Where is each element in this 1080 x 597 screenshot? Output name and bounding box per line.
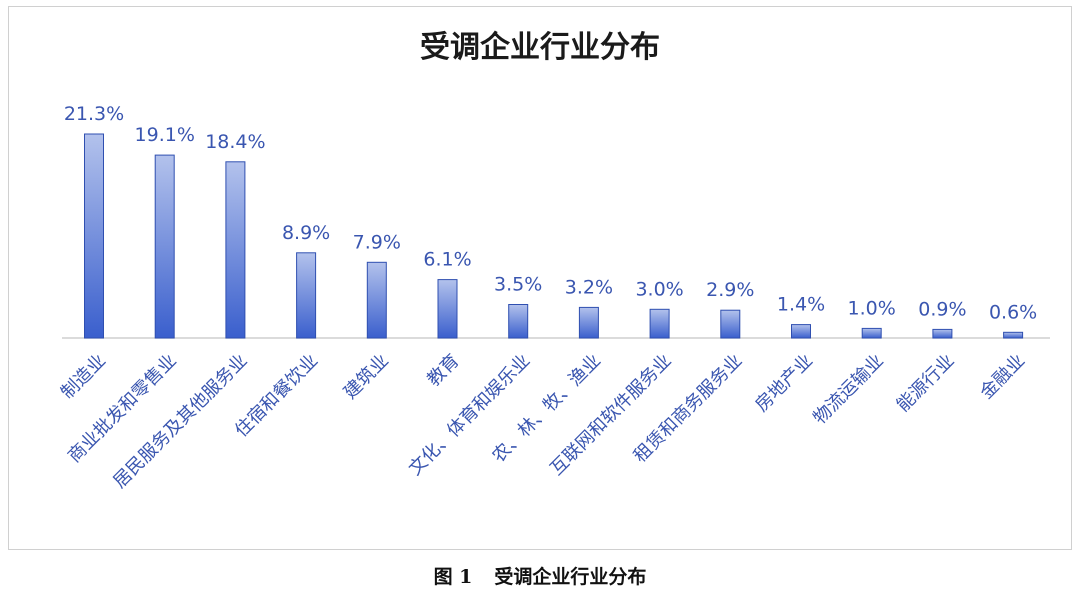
value-label-0: 21.3% [64,103,124,125]
figure-number: 图 1 [433,566,473,588]
bar-chart: 21.3% 19.1% 18.4% 8.9% 7.9% 6.1% 3.5% 3.2% 3.0% 2… [57,103,1050,492]
value-label-4: 7.9% [353,231,401,253]
bar-2 [225,161,246,339]
value-label-9: 2.9% [706,279,754,301]
value-label-3: 8.9% [282,222,330,244]
bar-9 [720,309,741,339]
bar-1 [154,154,175,339]
bar-4 [366,261,387,339]
value-label-1: 19.1% [135,124,195,146]
value-label-6: 3.5% [494,274,542,296]
value-label-10: 1.4% [777,294,825,316]
bar-13 [1003,331,1024,339]
bar-0 [84,133,104,339]
bar-8 [649,308,670,339]
value-label-12: 0.9% [918,298,966,320]
bar-7 [578,306,599,339]
bars-group [84,133,1024,339]
value-label-8: 3.0% [635,278,683,300]
category-label-13: 金融业 [976,350,1029,403]
category-label-10: 房地产业 [751,350,817,416]
bar-3 [296,252,317,339]
value-label-7: 3.2% [565,276,613,298]
value-labels-group: 21.3% 19.1% 18.4% 8.9% 7.9% 6.1% 3.5% 3.2% 3.0% 2… [64,103,1037,323]
value-label-11: 1.0% [848,297,896,319]
value-label-2: 18.4% [205,131,265,153]
figure-caption-text: 受调企业行业分布 [494,566,647,588]
bar-10 [791,324,811,339]
bar-5 [437,279,458,339]
category-label-11: 物流运输业 [809,350,887,428]
category-label-2: 居民服务及其他服务业 [109,350,251,492]
value-label-5: 6.1% [423,249,471,271]
category-label-12: 能源行业 [893,350,959,416]
category-label-0: 制造业 [57,350,110,403]
category-label-4: 建筑业 [340,350,393,403]
category-label-5: 教育 [423,350,463,390]
bar-11 [861,327,882,339]
figure-caption: 图 1 受调企业行业分布 [0,562,1080,589]
bar-6 [508,304,529,339]
chart-title: 受调企业行业分布 [420,30,660,65]
value-label-13: 0.6% [989,301,1037,323]
category-label-8: 互联网和软件服务业 [546,350,675,479]
chart-frame [8,6,1072,550]
category-label-6: 文化、体育和娱乐业 [405,350,534,479]
bar-12 [932,328,953,339]
